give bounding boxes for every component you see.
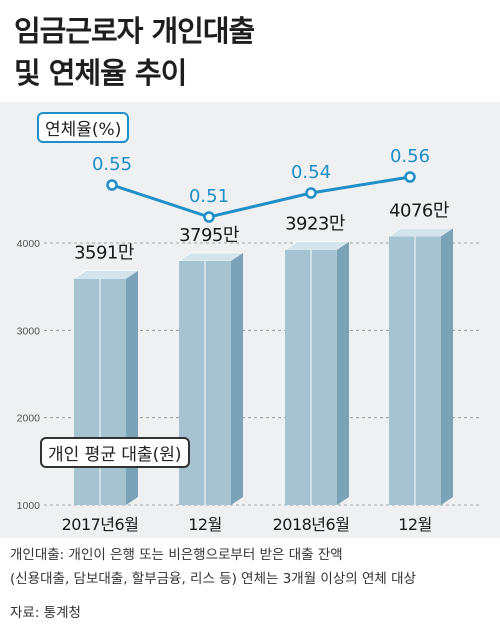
rate-value-label: 0.56 [390,146,430,167]
x-tick-label: 2017년6월 [62,515,139,534]
rate-value-label: 0.55 [92,154,132,175]
x-tick-label: 12월 [398,515,432,534]
rate-value-label: 0.51 [189,186,229,207]
bar-side-3 [441,228,453,505]
chart-title-line2: 및 연체율 추이 [14,56,187,90]
rate-point-2 [305,187,317,199]
rate-point-1 [203,211,215,223]
rate-point-3 [404,171,416,183]
bar-side-1 [231,252,243,505]
y-tick-label: 2000 [17,413,41,425]
chart-title-line1: 임금근로자 개인대출 [14,14,255,48]
y-tick-label: 4000 [17,238,41,250]
bar-value-label: 3591만 [74,243,134,264]
source-note: 자료: 통계청 [10,605,81,621]
bar-value-label: 3923만 [285,214,345,235]
bar-side-0 [126,270,138,505]
rate-point-0 [106,179,118,191]
x-tick-label: 12월 [188,515,222,534]
footnote-line1: 개인대출: 개인이 은행 또는 비은행으로부터 받은 대출 잔액 [10,547,343,563]
y-tick-label: 3000 [17,325,41,337]
bar-value-label: 4076만 [389,200,449,221]
rate-series-label: 연체율(%) [37,112,130,143]
loan-axis-label: 개인 평균 대출(원) [40,437,190,468]
x-tick-label: 2018년6월 [273,515,350,534]
bar-side-2 [337,241,349,505]
bar-value-label: 3795만 [179,225,239,246]
rate-line [111,175,411,219]
rate-value-label: 0.54 [291,162,331,183]
y-tick-label: 1000 [17,500,41,512]
footnote-line2: (신용대출, 담보대출, 할부금융, 리스 등) 연체는 3개월 이상의 연체 … [10,571,416,587]
